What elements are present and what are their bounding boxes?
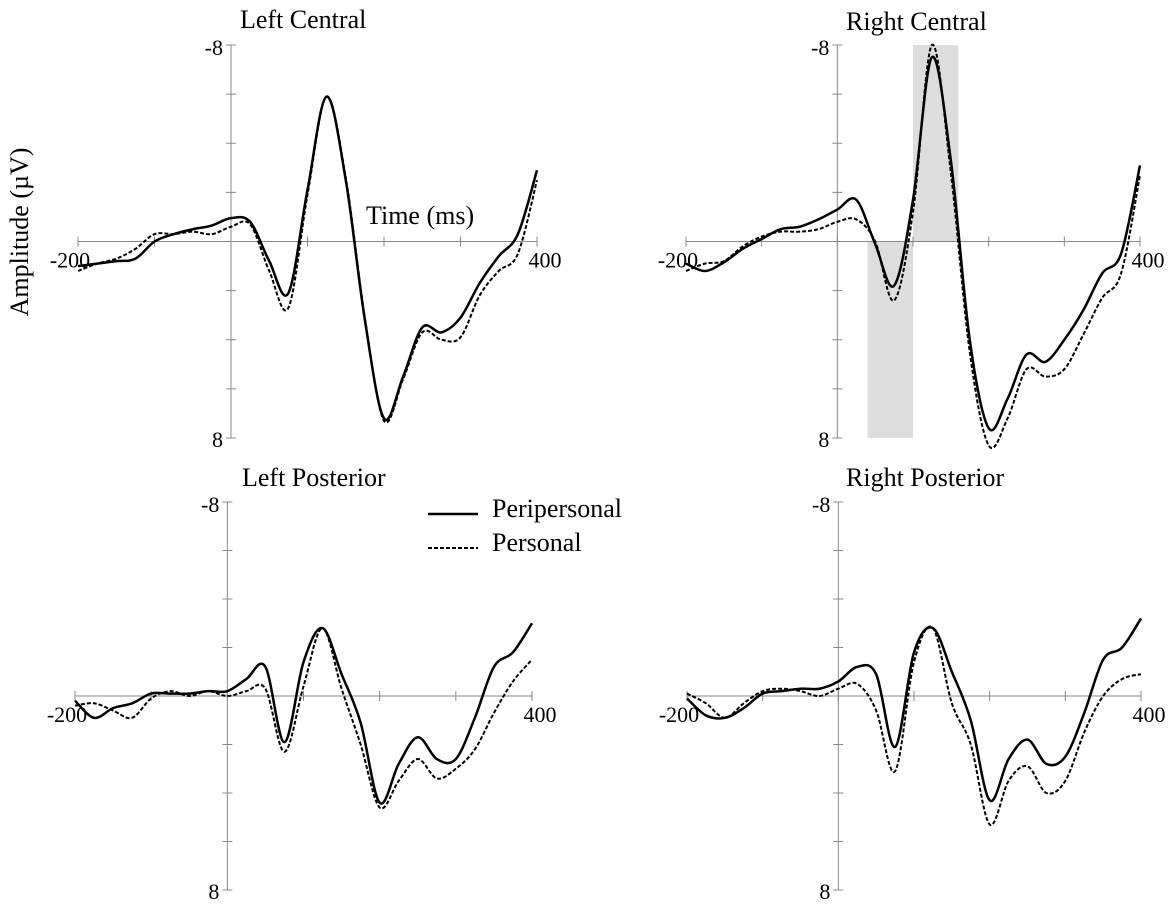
panel-title: Right Posterior [846, 463, 1005, 492]
y-tick-label: -8 [205, 35, 223, 60]
panel-title: Left Posterior [242, 463, 386, 492]
x-tick-label: 400 [1132, 248, 1165, 273]
series-line [685, 43, 1141, 449]
series-line [74, 627, 533, 810]
legend-label: Personal [492, 528, 582, 557]
series-line [74, 622, 534, 805]
y-tick-label: 8 [819, 879, 830, 904]
series-line [77, 95, 538, 424]
y-tick-label: -8 [201, 492, 219, 517]
x-tick-label: 400 [524, 702, 557, 727]
x-axis-label: Time (ms) [366, 201, 474, 230]
y-tick-label: -8 [811, 35, 829, 60]
legend-label: Peripersonal [492, 494, 622, 523]
y-tick-label: 8 [818, 427, 829, 452]
panel-title: Right Central [846, 7, 987, 36]
y-tick-label: -8 [812, 492, 830, 517]
y-tick-label: 8 [208, 879, 219, 904]
x-tick-label: 400 [1133, 702, 1166, 727]
shaded-region [867, 241, 913, 438]
y-axis-label: Amplitude (µV) [5, 148, 34, 317]
y-tick-label: 8 [212, 427, 223, 452]
series-line [686, 617, 1143, 803]
series-line [77, 95, 539, 422]
series-line [686, 625, 1142, 826]
panel-title: Left Central [240, 5, 366, 34]
x-tick-label: -200 [659, 702, 699, 727]
x-tick-label: 400 [529, 248, 562, 273]
